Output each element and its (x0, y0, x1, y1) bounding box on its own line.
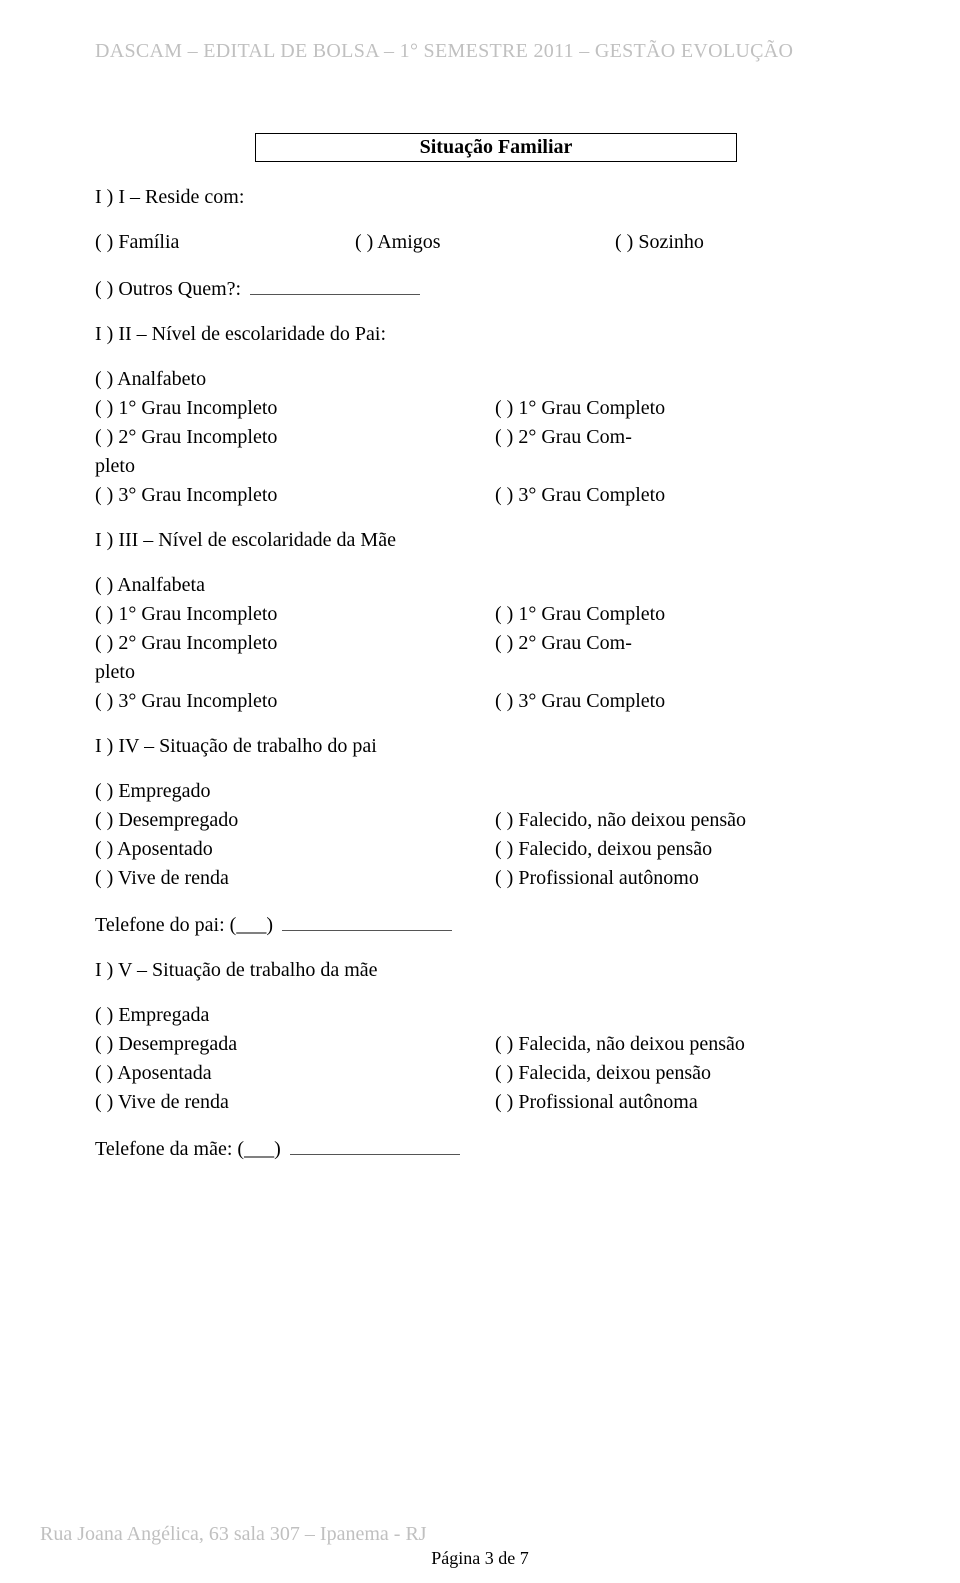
footer-address: Rua Joana Angélica, 63 sala 307 – Ipanem… (40, 1523, 920, 1546)
row-mae-desemp: ( ) Desempregada ( ) Falecida, não deixo… (95, 1033, 865, 1056)
checkbox-mae-2g-comp-a[interactable]: ( ) 2° Grau Com- (495, 632, 865, 655)
row-pai-2grau: ( ) 2° Grau Incompleto ( ) 2° Grau Com- (95, 426, 865, 449)
blank-outros[interactable] (250, 294, 420, 295)
checkbox-mae-2g-comp-b: pleto (95, 661, 865, 684)
section-trabalho-mae: I ) V – Situação de trabalho da mãe ( ) … (95, 959, 865, 1161)
section-title-box: Situação Familiar (255, 133, 737, 162)
checkbox-familia[interactable]: ( ) Família (95, 231, 355, 254)
checkbox-pai-falecido-com-pensao[interactable]: ( ) Falecido, deixou pensão (495, 838, 865, 861)
blank-tel-mae[interactable] (290, 1154, 460, 1155)
checkbox-outros-quem[interactable]: ( ) Outros Quem?: (95, 278, 865, 301)
section-escolaridade-mae: I ) III – Nível de escolaridade da Mãe (… (95, 529, 865, 713)
heading-trab-mae: I ) V – Situação de trabalho da mãe (95, 959, 865, 982)
checkbox-mae-1g-inc[interactable]: ( ) 1° Grau Incompleto (95, 603, 495, 626)
checkbox-pai-vive-renda[interactable]: ( ) Vive de renda (95, 867, 495, 890)
reside-row: ( ) Família ( ) Amigos ( ) Sozinho (95, 231, 865, 254)
header-watermark: DASCAM – EDITAL DE BOLSA – 1° SEMESTRE 2… (95, 40, 865, 63)
telefone-pai-row: Telefone do pai: (___) (95, 914, 865, 937)
row-mae-3grau: ( ) 3° Grau Incompleto ( ) 3° Grau Compl… (95, 690, 865, 713)
checkbox-pai-3g-comp[interactable]: ( ) 3° Grau Completo (495, 484, 865, 507)
checkbox-pai-desempregado[interactable]: ( ) Desempregado (95, 809, 495, 832)
outros-label: ( ) Outros Quem?: (95, 278, 241, 300)
checkbox-pai-2g-comp-b: pleto (95, 455, 865, 478)
telefone-mae-row: Telefone da mãe: (___) (95, 1138, 865, 1161)
checkbox-mae-desempregada[interactable]: ( ) Desempregada (95, 1033, 495, 1056)
page: DASCAM – EDITAL DE BOLSA – 1° SEMESTRE 2… (0, 0, 960, 1583)
heading-esc-mae: I ) III – Nível de escolaridade da Mãe (95, 529, 865, 552)
checkbox-mae-falecida-com-pensao[interactable]: ( ) Falecida, deixou pensão (495, 1062, 865, 1085)
checkbox-pai-analfabeto[interactable]: ( ) Analfabeto (95, 368, 865, 391)
row-mae-1grau: ( ) 1° Grau Incompleto ( ) 1° Grau Compl… (95, 603, 865, 626)
blank-tel-pai[interactable] (282, 930, 452, 931)
section-reside-com: I ) I – Reside com: ( ) Família ( ) Amig… (95, 186, 865, 301)
section-title: Situação Familiar (420, 136, 573, 158)
checkbox-pai-falecido-sem-pensao[interactable]: ( ) Falecido, não deixou pensão (495, 809, 865, 832)
row-pai-renda: ( ) Vive de renda ( ) Profissional autôn… (95, 867, 865, 890)
checkbox-pai-3g-inc[interactable]: ( ) 3° Grau Incompleto (95, 484, 495, 507)
heading-esc-pai: I ) II – Nível de escolaridade do Pai: (95, 323, 865, 346)
heading-reside: I ) I – Reside com: (95, 186, 865, 209)
footer: Rua Joana Angélica, 63 sala 307 – Ipanem… (40, 1523, 920, 1569)
checkbox-mae-vive-renda[interactable]: ( ) Vive de renda (95, 1091, 495, 1114)
row-mae-aposentada: ( ) Aposentada ( ) Falecida, deixou pens… (95, 1062, 865, 1085)
row-mae-2grau: ( ) 2° Grau Incompleto ( ) 2° Grau Com- (95, 632, 865, 655)
row-mae-renda: ( ) Vive de renda ( ) Profissional autôn… (95, 1091, 865, 1114)
checkbox-mae-falecida-sem-pensao[interactable]: ( ) Falecida, não deixou pensão (495, 1033, 865, 1056)
row-pai-aposentado: ( ) Aposentado ( ) Falecido, deixou pens… (95, 838, 865, 861)
checkbox-mae-3g-inc[interactable]: ( ) 3° Grau Incompleto (95, 690, 495, 713)
checkbox-mae-1g-comp[interactable]: ( ) 1° Grau Completo (495, 603, 865, 626)
checkbox-pai-empregado[interactable]: ( ) Empregado (95, 780, 865, 803)
checkbox-mae-analfabeta[interactable]: ( ) Analfabeta (95, 574, 865, 597)
checkbox-pai-2g-inc[interactable]: ( ) 2° Grau Incompleto (95, 426, 495, 449)
telefone-pai-label: Telefone do pai: (___) (95, 914, 273, 936)
checkbox-pai-1g-comp[interactable]: ( ) 1° Grau Completo (495, 397, 865, 420)
row-pai-3grau: ( ) 3° Grau Incompleto ( ) 3° Grau Compl… (95, 484, 865, 507)
checkbox-mae-3g-comp[interactable]: ( ) 3° Grau Completo (495, 690, 865, 713)
row-pai-desemp: ( ) Desempregado ( ) Falecido, não deixo… (95, 809, 865, 832)
checkbox-mae-2g-inc[interactable]: ( ) 2° Grau Incompleto (95, 632, 495, 655)
footer-page-number: Página 3 de 7 (40, 1548, 920, 1569)
section-trabalho-pai: I ) IV – Situação de trabalho do pai ( )… (95, 735, 865, 937)
checkbox-mae-empregada[interactable]: ( ) Empregada (95, 1004, 865, 1027)
row-pai-1grau: ( ) 1° Grau Incompleto ( ) 1° Grau Compl… (95, 397, 865, 420)
checkbox-pai-autonomo[interactable]: ( ) Profissional autônomo (495, 867, 865, 890)
checkbox-pai-2g-comp-a[interactable]: ( ) 2° Grau Com- (495, 426, 865, 449)
checkbox-mae-autonoma[interactable]: ( ) Profissional autônoma (495, 1091, 865, 1114)
checkbox-pai-aposentado[interactable]: ( ) Aposentado (95, 838, 495, 861)
checkbox-amigos[interactable]: ( ) Amigos (355, 231, 615, 254)
checkbox-mae-aposentada[interactable]: ( ) Aposentada (95, 1062, 495, 1085)
checkbox-sozinho[interactable]: ( ) Sozinho (615, 231, 865, 254)
telefone-mae-label: Telefone da mãe: (___) (95, 1138, 281, 1160)
checkbox-pai-1g-inc[interactable]: ( ) 1° Grau Incompleto (95, 397, 495, 420)
heading-trab-pai: I ) IV – Situação de trabalho do pai (95, 735, 865, 758)
section-escolaridade-pai: I ) II – Nível de escolaridade do Pai: (… (95, 323, 865, 507)
